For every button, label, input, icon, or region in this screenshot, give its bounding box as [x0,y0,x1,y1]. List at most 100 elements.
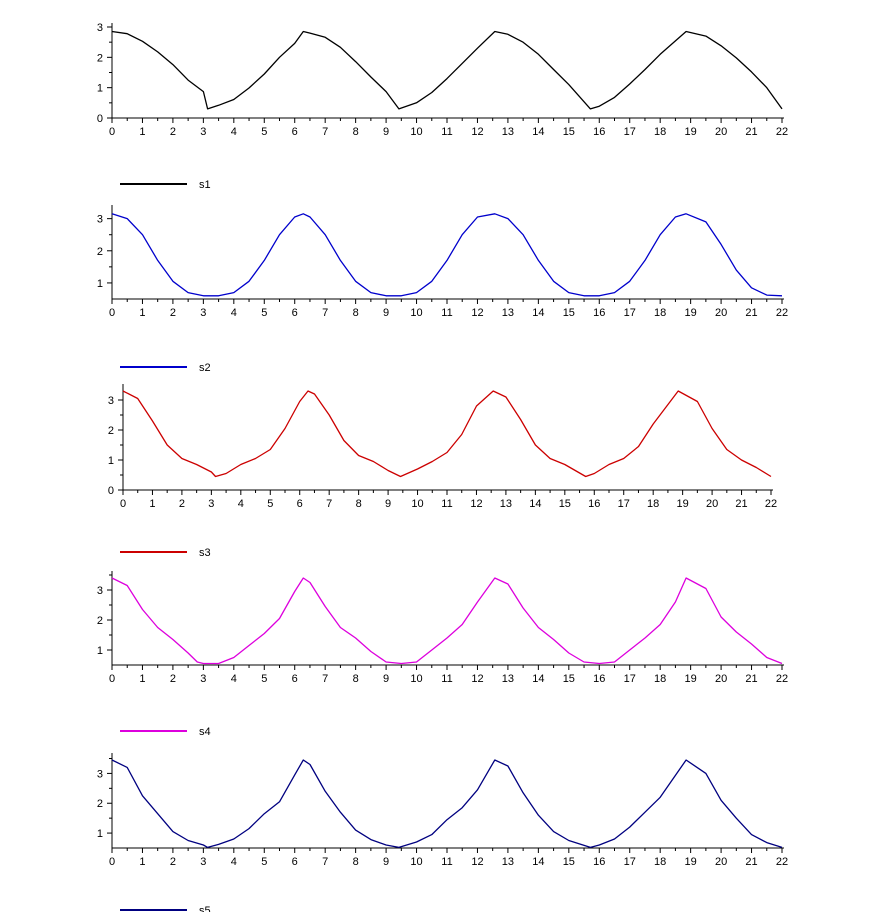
x-tick-label: 20 [715,673,727,685]
x-tick-label: 7 [326,498,332,510]
x-tick-label: 15 [563,856,575,868]
y-tick-label: 1 [97,83,103,95]
legend-label-s4: s4 [199,726,211,738]
x-tick-label: 10 [410,307,422,319]
x-tick-label: 12 [471,673,483,685]
x-tick-label: 19 [685,307,697,319]
y-tick-label: 3 [97,768,103,780]
x-tick-label: 15 [563,307,575,319]
x-tick-label: 21 [745,856,757,868]
x-tick-label: 5 [267,498,273,510]
x-tick-label: 7 [322,126,328,138]
x-tick-label: 5 [261,673,267,685]
x-tick-label: 20 [715,856,727,868]
x-tick-label: 6 [292,307,298,319]
x-tick-label: 11 [441,856,452,868]
x-tick-label: 22 [776,307,788,319]
y-tick-label: 3 [97,214,103,226]
x-tick-label: 18 [647,498,659,510]
x-tick-label: 12 [471,307,483,319]
y-tick-label: 0 [97,113,103,125]
x-tick-label: 11 [441,126,452,138]
x-tick-label: 15 [559,498,571,510]
x-tick-label: 1 [139,307,145,319]
legend-label-s2: s2 [199,362,211,374]
x-tick-label: 0 [120,498,126,510]
y-tick-label: 1 [108,455,114,467]
x-tick-label: 2 [170,673,176,685]
x-tick-label: 10 [410,673,422,685]
x-tick-label: 17 [624,673,636,685]
y-tick-label: 3 [97,585,103,597]
x-tick-label: 14 [532,673,544,685]
y-tick-label: 2 [97,615,103,627]
x-tick-label: 0 [109,126,115,138]
x-tick-label: 8 [353,856,359,868]
series-line-s5 [111,759,783,849]
x-tick-label: 17 [624,307,636,319]
x-tick-label: 6 [292,856,298,868]
x-tick-label: 9 [383,856,389,868]
x-tick-label: 10 [410,856,422,868]
x-tick-label: 4 [231,673,237,685]
x-tick-label: 7 [322,856,328,868]
x-tick-label: 21 [735,498,747,510]
x-tick-label: 16 [593,307,605,319]
x-tick-label: 8 [353,126,359,138]
x-tick-label: 11 [441,307,452,319]
x-tick-label: 16 [593,126,605,138]
x-tick-label: 9 [385,498,391,510]
x-tick-label: 19 [685,856,697,868]
x-tick-label: 13 [502,856,514,868]
x-tick-label: 8 [356,498,362,510]
x-tick-label: 11 [441,498,452,510]
legend-label-s5: s5 [199,905,211,912]
x-tick-label: 22 [765,498,777,510]
x-tick-label: 16 [588,498,600,510]
x-tick-label: 11 [441,673,452,685]
y-tick-label: 1 [97,645,103,657]
y-tick-label: 3 [108,395,114,407]
x-tick-label: 3 [208,498,214,510]
x-tick-label: 13 [502,673,514,685]
x-tick-label: 14 [532,126,544,138]
x-tick-label: 3 [200,307,206,319]
x-tick-label: 9 [383,126,389,138]
x-tick-label: 13 [500,498,512,510]
x-tick-label: 20 [715,126,727,138]
x-tick-label: 5 [261,307,267,319]
x-tick-label: 17 [624,856,636,868]
x-tick-label: 22 [776,673,788,685]
x-tick-label: 6 [292,673,298,685]
x-tick-label: 19 [685,673,697,685]
x-tick-label: 13 [502,126,514,138]
x-tick-label: 20 [715,307,727,319]
x-tick-label: 1 [139,126,145,138]
y-tick-label: 2 [97,798,103,810]
x-tick-label: 4 [238,498,244,510]
x-tick-label: 10 [411,498,423,510]
x-tick-label: 0 [109,307,115,319]
x-tick-label: 3 [200,673,206,685]
series-line-s3 [122,390,772,478]
x-tick-label: 20 [706,498,718,510]
x-tick-label: 15 [563,126,575,138]
x-tick-label: 5 [261,856,267,868]
x-tick-label: 2 [170,856,176,868]
x-tick-label: 12 [471,856,483,868]
y-tick-label: 2 [97,246,103,258]
x-tick-label: 22 [776,856,788,868]
x-tick-label: 4 [231,856,237,868]
y-tick-label: 1 [97,278,103,290]
series-line-s4 [111,577,783,665]
y-tick-label: 3 [97,22,103,34]
x-tick-label: 21 [745,307,757,319]
x-tick-label: 5 [261,126,267,138]
series-line-s1 [111,30,783,110]
x-tick-label: 19 [677,498,689,510]
x-tick-label: 14 [532,307,544,319]
x-tick-label: 7 [322,307,328,319]
x-tick-label: 13 [502,307,514,319]
legend-label-s3: s3 [199,547,211,559]
x-tick-label: 21 [745,126,757,138]
